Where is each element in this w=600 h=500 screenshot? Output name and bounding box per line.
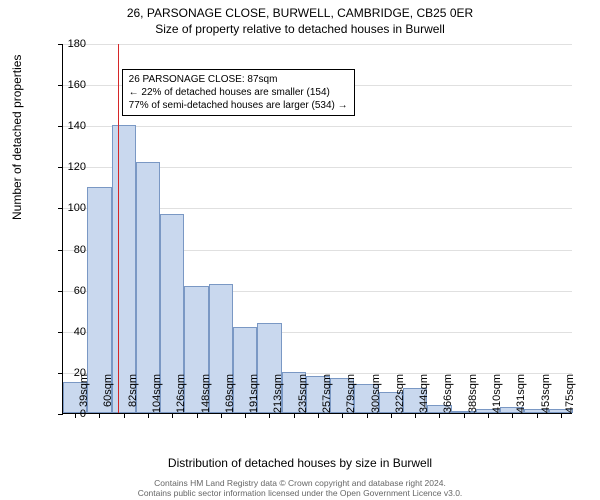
footer-attribution: Contains HM Land Registry data © Crown c… xyxy=(0,478,600,498)
xtick-mark xyxy=(148,413,149,418)
footer-line-2: Contains public sector information licen… xyxy=(0,488,600,498)
xtick-label: 279sqm xyxy=(345,374,357,413)
xtick-mark xyxy=(221,413,222,418)
xtick-mark xyxy=(99,413,100,418)
xtick-mark xyxy=(342,413,343,418)
xtick-label: 235sqm xyxy=(297,374,309,413)
annotation-line: 77% of semi-detached houses are larger (… xyxy=(129,99,348,112)
xtick-label: 388sqm xyxy=(467,374,479,413)
xtick-label: 104sqm xyxy=(151,374,163,413)
xtick-mark xyxy=(172,413,173,418)
xtick-mark xyxy=(124,413,125,418)
ytick-label: 100 xyxy=(56,202,86,214)
xtick-label: 257sqm xyxy=(321,374,333,413)
xtick-label: 82sqm xyxy=(127,374,139,407)
xtick-mark xyxy=(512,413,513,418)
xtick-label: 60sqm xyxy=(102,374,114,407)
annotation-line: 26 PARSONAGE CLOSE: 87sqm xyxy=(129,73,348,86)
xtick-mark xyxy=(391,413,392,418)
xtick-label: 213sqm xyxy=(272,374,284,413)
xtick-mark xyxy=(367,413,368,418)
footer-line-1: Contains HM Land Registry data © Crown c… xyxy=(0,478,600,488)
x-axis-label: Distribution of detached houses by size … xyxy=(0,456,600,470)
xtick-mark xyxy=(245,413,246,418)
xtick-mark xyxy=(488,413,489,418)
xtick-mark xyxy=(318,413,319,418)
annotation-box: 26 PARSONAGE CLOSE: 87sqm← 22% of detach… xyxy=(122,69,355,116)
ytick-label: 40 xyxy=(56,326,86,338)
ytick-label: 80 xyxy=(56,244,86,256)
xtick-label: 191sqm xyxy=(248,374,260,413)
xtick-label: 453sqm xyxy=(540,374,552,413)
xtick-label: 169sqm xyxy=(224,374,236,413)
gridline xyxy=(63,126,572,127)
xtick-mark xyxy=(561,413,562,418)
histogram-bar xyxy=(112,125,136,413)
xtick-mark xyxy=(439,413,440,418)
annotation-line: ← 22% of detached houses are smaller (15… xyxy=(129,86,348,99)
ytick-label: 0 xyxy=(56,408,86,420)
ytick-label: 120 xyxy=(56,161,86,173)
xtick-mark xyxy=(269,413,270,418)
xtick-label: 300sqm xyxy=(370,374,382,413)
ytick-label: 140 xyxy=(56,120,86,132)
xtick-mark xyxy=(415,413,416,418)
xtick-label: 410sqm xyxy=(491,374,503,413)
xtick-label: 431sqm xyxy=(515,374,527,413)
ytick-label: 60 xyxy=(56,285,86,297)
xtick-label: 366sqm xyxy=(442,374,454,413)
xtick-mark xyxy=(537,413,538,418)
ytick-label: 160 xyxy=(56,79,86,91)
xtick-label: 344sqm xyxy=(418,374,430,413)
gridline xyxy=(63,44,572,45)
chart-title-sub: Size of property relative to detached ho… xyxy=(0,20,600,36)
xtick-label: 126sqm xyxy=(175,374,187,413)
reference-line xyxy=(118,44,119,413)
xtick-mark xyxy=(294,413,295,418)
xtick-label: 475sqm xyxy=(564,374,576,413)
xtick-mark xyxy=(197,413,198,418)
xtick-label: 39sqm xyxy=(78,374,90,407)
y-axis-label: Number of detached properties xyxy=(10,55,24,220)
xtick-mark xyxy=(464,413,465,418)
xtick-label: 148sqm xyxy=(200,374,212,413)
chart-title-main: 26, PARSONAGE CLOSE, BURWELL, CAMBRIDGE,… xyxy=(0,0,600,20)
plot-area: 26 PARSONAGE CLOSE: 87sqm← 22% of detach… xyxy=(62,44,572,414)
ytick-label: 180 xyxy=(56,38,86,50)
xtick-label: 322sqm xyxy=(394,374,406,413)
